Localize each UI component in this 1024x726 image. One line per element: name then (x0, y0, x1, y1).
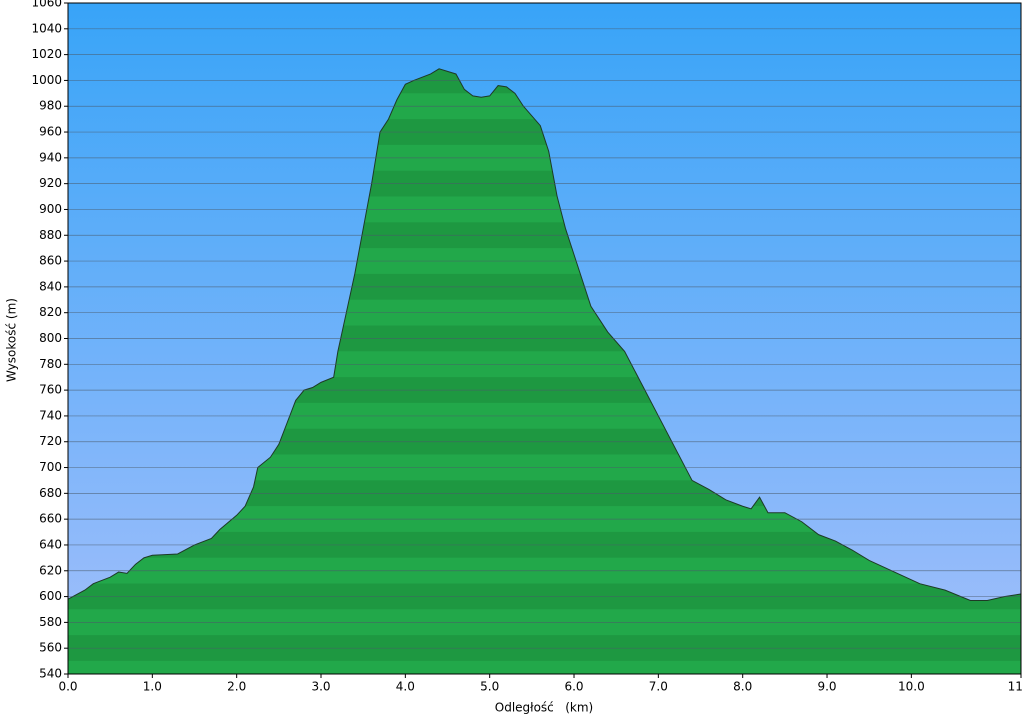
y-tick-label: 680 (39, 486, 62, 500)
y-tick-label: 720 (39, 434, 62, 448)
x-tick-label: 2.0 (227, 680, 246, 694)
x-tick-label: 6.0 (564, 680, 583, 694)
y-tick-label: 700 (39, 460, 62, 474)
y-tick-label: 580 (39, 615, 62, 629)
y-tick-label: 600 (39, 589, 62, 603)
plot-frame (67, 2, 1022, 675)
x-tick-label: 4.0 (396, 680, 415, 694)
y-tick-label: 1000 (31, 73, 62, 87)
x-tick-label: 7.0 (649, 680, 668, 694)
y-tick-label: 960 (39, 125, 62, 139)
y-tick-label: 840 (39, 279, 62, 293)
y-tick-label: 940 (39, 150, 62, 164)
y-tick-label: 900 (39, 202, 62, 216)
x-tick-label: 3.0 (311, 680, 330, 694)
y-tick-label: 860 (39, 254, 62, 268)
y-axis-label: Wysokość (m) (5, 298, 19, 382)
y-tick-label: 1060 (31, 0, 62, 10)
x-axis-label: Odległość (km) (495, 701, 593, 715)
y-tick-label: 560 (39, 641, 62, 655)
x-tick-label: 9.0 (817, 680, 836, 694)
y-tick-label: 920 (39, 176, 62, 190)
y-tick-label: 620 (39, 563, 62, 577)
x-tick-label: 5.0 (480, 680, 499, 694)
y-tick-label: 740 (39, 408, 62, 422)
y-tick-label: 660 (39, 512, 62, 526)
x-tick-label: 8.0 (733, 680, 752, 694)
y-tick-label: 1040 (31, 21, 62, 35)
y-tick-label: 880 (39, 228, 62, 242)
y-tick-label: 800 (39, 331, 62, 345)
y-tick-label: 760 (39, 383, 62, 397)
x-tick-label: 1.0 (143, 680, 162, 694)
x-tick-label: 0.0 (58, 680, 77, 694)
x-tick-label: 10.0 (898, 680, 925, 694)
y-tick-label: 640 (39, 537, 62, 551)
y-tick-label: 1020 (31, 47, 62, 61)
area (67, 68, 1022, 675)
y-tick-label: 820 (39, 305, 62, 319)
y-tick-label: 780 (39, 357, 62, 371)
x-tick-label: 11.3 (1008, 680, 1024, 694)
y-tick-label: 980 (39, 99, 62, 113)
y-tick-label: 540 (39, 667, 62, 681)
